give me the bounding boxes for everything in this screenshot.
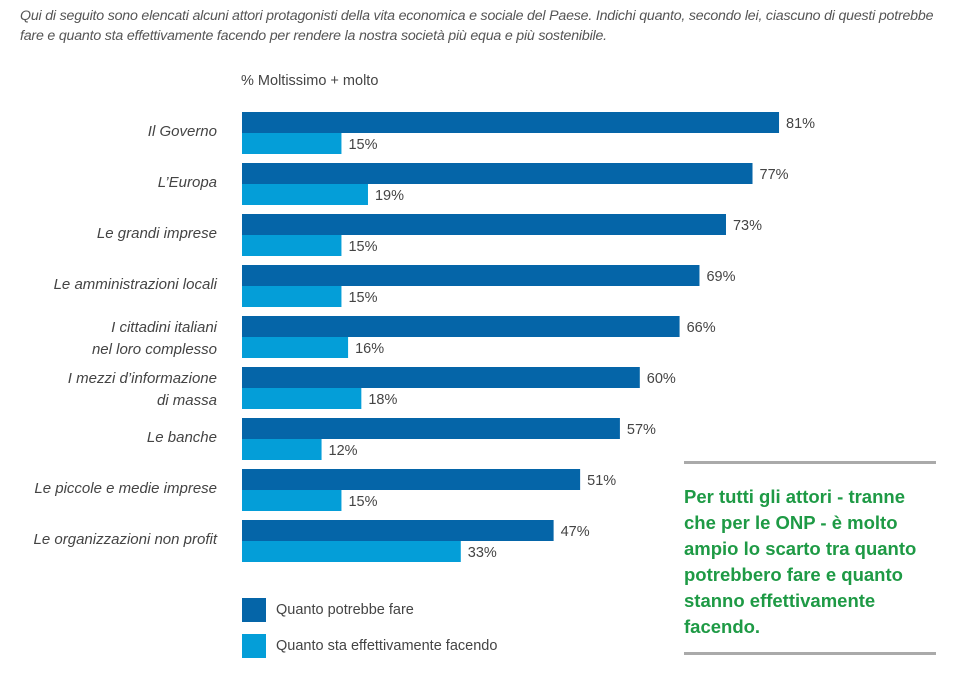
value-label: 15% bbox=[348, 290, 377, 306]
value-label: 60% bbox=[647, 371, 676, 387]
value-label: 57% bbox=[627, 422, 656, 438]
legend-item-potrebbe: Quanto potrebbe fare bbox=[242, 598, 414, 622]
value-label: 15% bbox=[348, 137, 377, 153]
value-label: 66% bbox=[687, 320, 716, 336]
bar-potrebbe bbox=[242, 265, 700, 286]
value-label: 12% bbox=[329, 443, 358, 459]
callout-box: Per tutti gli attori - tranne che per le… bbox=[684, 461, 936, 655]
category-label: I cittadini italiani nel loro complesso bbox=[92, 319, 218, 358]
bar-facendo bbox=[242, 388, 362, 409]
bar-potrebbe bbox=[242, 316, 680, 337]
legend-item-facendo: Quanto sta effettivamente facendo bbox=[242, 634, 497, 658]
category-label: Le banche bbox=[147, 429, 217, 446]
value-label: 15% bbox=[348, 494, 377, 510]
value-label: 16% bbox=[355, 341, 384, 357]
chart-subtitle: % Moltissimo + molto bbox=[241, 73, 379, 89]
bar-potrebbe bbox=[242, 112, 780, 133]
value-label: 73% bbox=[733, 218, 762, 234]
bar-potrebbe bbox=[242, 163, 753, 184]
value-label: 69% bbox=[706, 269, 735, 285]
bar-potrebbe bbox=[242, 469, 581, 490]
value-label: 51% bbox=[587, 473, 616, 489]
value-label: 15% bbox=[348, 239, 377, 255]
bar-potrebbe bbox=[242, 367, 640, 388]
bar-facendo bbox=[242, 337, 349, 358]
value-label: 19% bbox=[375, 188, 404, 204]
bar-facendo bbox=[242, 439, 322, 460]
value-label: 81% bbox=[786, 116, 815, 132]
legend-swatch-facendo bbox=[242, 634, 266, 658]
bar-facendo bbox=[242, 490, 342, 511]
bar-potrebbe bbox=[242, 520, 554, 541]
legend-swatch-potrebbe bbox=[242, 598, 266, 622]
bar-facendo bbox=[242, 541, 461, 562]
category-label: I mezzi d’informazione di massa bbox=[68, 370, 217, 409]
bar-potrebbe bbox=[242, 418, 620, 439]
bar-facendo bbox=[242, 133, 342, 154]
legend-label-facendo: Quanto sta effettivamente facendo bbox=[276, 638, 498, 654]
category-label: Le organizzazioni non profit bbox=[34, 531, 218, 548]
category-label: Il Governo bbox=[148, 123, 217, 140]
question-text: Qui di seguito sono elencati alcuni atto… bbox=[20, 8, 934, 44]
value-label: 33% bbox=[468, 545, 497, 561]
bar-facendo bbox=[242, 235, 342, 256]
category-label: Le grandi imprese bbox=[97, 225, 217, 242]
bar-facendo bbox=[242, 286, 342, 307]
value-label: 77% bbox=[760, 167, 789, 183]
category-label: Le piccole e medie imprese bbox=[34, 480, 217, 497]
value-label: 47% bbox=[561, 524, 590, 540]
category-label: Le amministrazioni locali bbox=[54, 276, 218, 293]
callout-text: Per tutti gli attori - tranne che per le… bbox=[684, 486, 917, 637]
legend-label-potrebbe: Quanto potrebbe fare bbox=[276, 602, 414, 618]
bar-potrebbe bbox=[242, 214, 726, 235]
bar-facendo bbox=[242, 184, 368, 205]
value-label: 18% bbox=[368, 392, 397, 408]
category-label: L’Europa bbox=[158, 174, 217, 191]
